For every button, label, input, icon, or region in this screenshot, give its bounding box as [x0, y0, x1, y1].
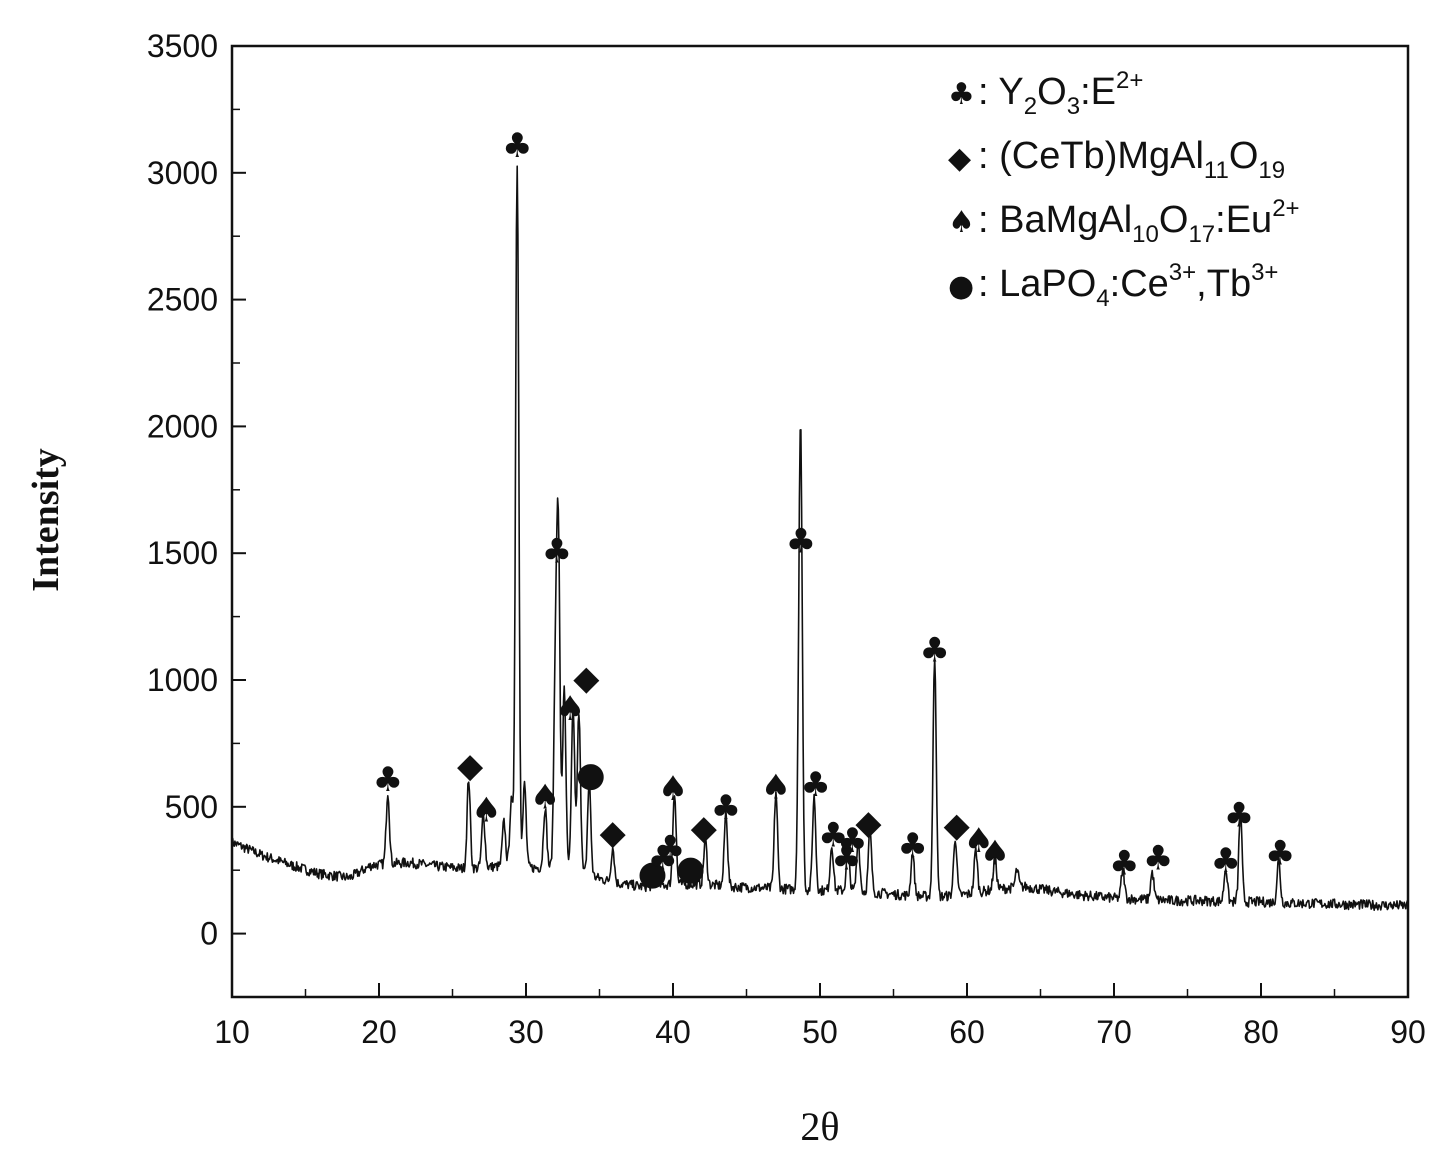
y-tick-label: 500 — [165, 789, 218, 825]
x-tick-label: 40 — [655, 1014, 691, 1050]
peak-marker-club: ♣ — [831, 839, 861, 879]
peak-marker-dot: ● — [676, 849, 706, 889]
y-tick-label: 3000 — [147, 155, 218, 191]
x-tick-label: 50 — [802, 1014, 838, 1050]
x-tick-label: 30 — [508, 1014, 544, 1050]
peak-marker-club: ♣ — [373, 760, 403, 800]
x-axis-title: 2θ — [800, 1104, 839, 1149]
peak-markers: ♣ ◆♠♣♠♣♠◆●◆●♣♣♠●◆♣♠♣♣♣♣♣◆♣♣◆♠♠ ♣ ♣ ♣♣♣ — [373, 126, 1296, 894]
peak-marker-club: ♣ — [818, 816, 848, 856]
y-tick-label: 2000 — [147, 408, 218, 444]
x-tick-label: 70 — [1096, 1014, 1132, 1050]
x-axis: 10 20 30 40 50 60 70 80 90 — [214, 983, 1426, 1050]
legend-marker-dot: ● — [948, 269, 974, 304]
peak-marker-diamond: ◆ — [944, 806, 971, 846]
peak-marker-club: ♣ — [800, 765, 830, 805]
peak-marker-club: ♣ — [1265, 833, 1295, 873]
legend-entry-diamond: : (CeTb)MgAl11O19 — [978, 135, 1285, 184]
x-tick-label: 20 — [361, 1014, 397, 1050]
peak-marker-diamond: ◆ — [573, 658, 600, 698]
peak-marker-diamond: ◆ — [691, 808, 718, 848]
x-tick-label: 60 — [949, 1014, 985, 1050]
legend-entry-dot: : LaPO4:Ce3+,Tb3+ — [978, 259, 1278, 312]
peak-marker-diamond: ◆ — [457, 746, 484, 786]
x-tick-label: 80 — [1243, 1014, 1279, 1050]
y-axis: 0 500 1000 1500 2000 2500 3000 3500 — [147, 28, 246, 952]
peak-marker-club: ♣ — [655, 828, 685, 868]
peak-marker-club: ♣ — [1224, 795, 1254, 835]
peak-marker-spade: ♠ — [555, 689, 585, 729]
peak-marker-diamond: ◆ — [600, 813, 627, 853]
x-tick-label: 10 — [214, 1014, 250, 1050]
y-tick-label: 1500 — [147, 535, 218, 571]
y-tick-label: 2500 — [147, 282, 218, 318]
peak-marker-spade: ♠ — [761, 768, 791, 808]
peak-marker-club: ♣ — [837, 821, 867, 861]
peak-marker-club: ♣ — [897, 826, 927, 866]
peak-marker-club: ♣ — [1109, 844, 1139, 884]
peak-marker-club: ♣ — [919, 631, 949, 671]
peak-marker-club: ♣ — [502, 126, 532, 166]
y-tick-label: 0 — [200, 916, 218, 952]
peak-marker-club: ♣ — [786, 522, 816, 562]
peak-marker-club: ♣ — [711, 788, 741, 828]
y-tick-label: 3500 — [147, 28, 218, 64]
legend-entry-club: : Y2O3:E2+ — [978, 67, 1143, 120]
legend-marker-spade: ♠ — [948, 205, 975, 240]
peak-marker-club: ♣ — [647, 839, 677, 879]
y-tick-label: 1000 — [147, 662, 218, 698]
peak-marker-spade: ♠ — [658, 769, 688, 809]
peak-marker-spade: ♠ — [530, 778, 560, 818]
legend-entry-spade: : BaMgAl10O17:Eu2+ — [978, 195, 1300, 248]
legend-marker-club: ♣ — [948, 77, 975, 112]
x-tick-label: 90 — [1390, 1014, 1426, 1050]
peak-marker-club: ♣ — [1210, 841, 1240, 881]
legend: ♣: Y2O3:E2+◆: (CeTb)MgAl11O19♠: BaMgAl10… — [948, 67, 1300, 312]
peak-marker-spade: ♠ — [471, 790, 501, 830]
peak-marker-dot: ● — [638, 854, 668, 894]
peak-marker-diamond: ◆ — [855, 803, 882, 843]
legend-marker-diamond: ◆ — [948, 141, 971, 176]
peak-marker-spade: ♠ — [964, 821, 994, 861]
diffraction-pattern-line — [231, 165, 1409, 911]
peak-marker-spade: ♠ — [980, 833, 1010, 873]
peak-marker-club: ♣ — [1143, 839, 1173, 879]
peak-marker-dot: ● — [576, 755, 606, 795]
peak-marker-club: ♣ — [542, 532, 572, 572]
y-axis-title: Intensity — [25, 448, 67, 592]
